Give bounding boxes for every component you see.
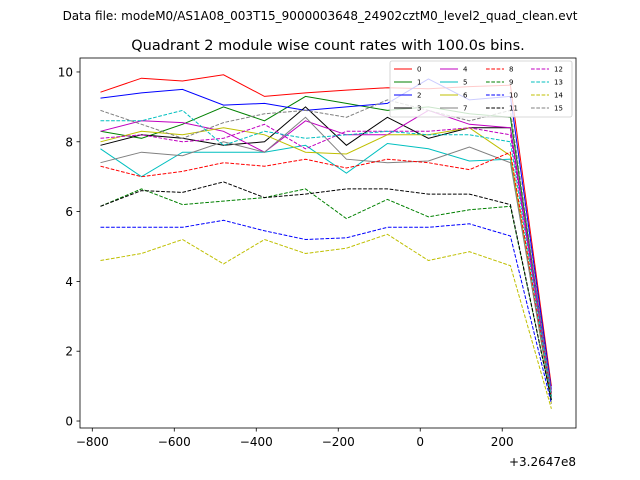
x-axis: −800 −600 −400 −200 0 200: [76, 428, 514, 449]
chart-suptitle: Data file: modeM0/AS1A08_003T15_90000036…: [63, 9, 578, 23]
legend-label-12: 12: [554, 66, 563, 74]
series-line-14: [100, 233, 552, 409]
series-line-11: [100, 181, 552, 401]
plot-frame: [79, 57, 577, 429]
legend-box: [389, 60, 573, 118]
legend-label-6: 6: [463, 92, 468, 100]
series-line-12: [100, 123, 552, 394]
plot-area: [80, 58, 576, 428]
y-tick-label: 4: [65, 275, 73, 289]
y-tick-label: 2: [65, 345, 73, 359]
legend-label-15: 15: [554, 105, 563, 113]
x-tick-label: −800: [76, 435, 109, 449]
x-offset-label: +3.2647e8: [509, 455, 576, 469]
series-line-7: [100, 116, 552, 401]
chart-title: Quadrant 2 module wise count rates with …: [131, 38, 525, 54]
y-tick-label: 8: [65, 135, 73, 149]
series-layer: [100, 74, 552, 409]
legend-label-7: 7: [463, 105, 467, 113]
y-tick-label: 10: [58, 65, 73, 79]
series-line-5: [100, 142, 552, 401]
x-tick-label: −600: [158, 435, 191, 449]
legend-label-3: 3: [417, 105, 421, 113]
x-tick-label: −400: [240, 435, 273, 449]
x-tick-label: 0: [416, 435, 424, 449]
series-line-6: [100, 127, 552, 404]
series-line-15: [100, 99, 552, 394]
legend-label-4: 4: [463, 66, 468, 74]
y-tick-label: 0: [65, 415, 73, 429]
legend-label-5: 5: [463, 79, 467, 87]
series-line-4: [100, 109, 552, 394]
legend-label-14: 14: [554, 92, 563, 100]
series-line-8: [100, 151, 552, 397]
legend-label-9: 9: [509, 79, 513, 87]
series-line-13: [100, 109, 552, 397]
x-tick-label: 200: [491, 435, 514, 449]
series-line-3: [100, 106, 552, 397]
legend-label-0: 0: [417, 66, 421, 74]
legend-label-8: 8: [509, 66, 513, 74]
series-line-10: [100, 219, 552, 404]
x-tick-label: −200: [322, 435, 355, 449]
legend-label-1: 1: [417, 79, 421, 87]
y-tick-label: 6: [65, 205, 73, 219]
y-axis: 0 2 4 6 8 10: [58, 65, 80, 429]
legend-label-11: 11: [509, 105, 518, 113]
legend-label-10: 10: [509, 92, 518, 100]
series-line-9: [100, 188, 552, 401]
legend-label-13: 13: [554, 79, 563, 87]
legend-label-2: 2: [417, 92, 421, 100]
